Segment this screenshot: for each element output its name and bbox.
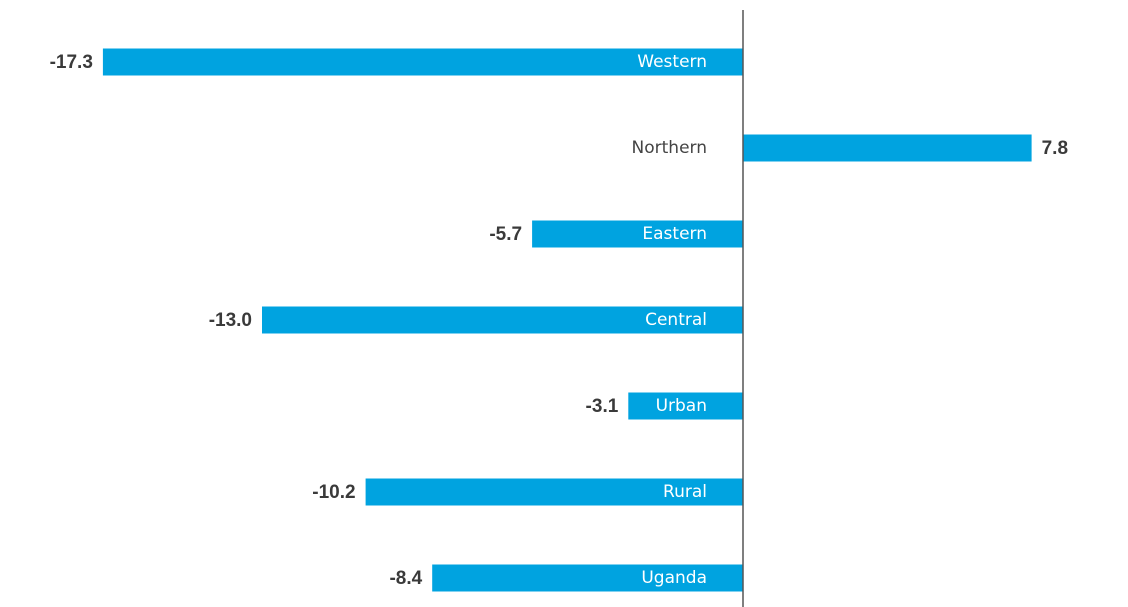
bar xyxy=(532,220,743,248)
bar xyxy=(102,48,743,76)
category-label: Urban xyxy=(656,396,707,416)
category-label: Central xyxy=(645,310,707,330)
bar xyxy=(262,306,743,334)
category-label: Eastern xyxy=(642,224,707,244)
value-label: -17.3 xyxy=(50,52,93,73)
bar xyxy=(365,478,743,506)
bar xyxy=(432,564,743,592)
value-label: -8.4 xyxy=(389,568,422,589)
category-label: Uganda xyxy=(641,568,707,588)
category-label: Northern xyxy=(632,138,707,158)
category-label: Western xyxy=(637,52,707,72)
value-label: -10.2 xyxy=(312,482,355,503)
bar xyxy=(628,392,743,420)
value-label: 7.8 xyxy=(1042,138,1068,159)
bar xyxy=(743,134,1032,162)
value-label: -13.0 xyxy=(209,310,252,331)
value-label: -5.7 xyxy=(489,224,522,245)
category-label: Rural xyxy=(663,482,707,502)
value-label: -3.1 xyxy=(586,396,619,417)
